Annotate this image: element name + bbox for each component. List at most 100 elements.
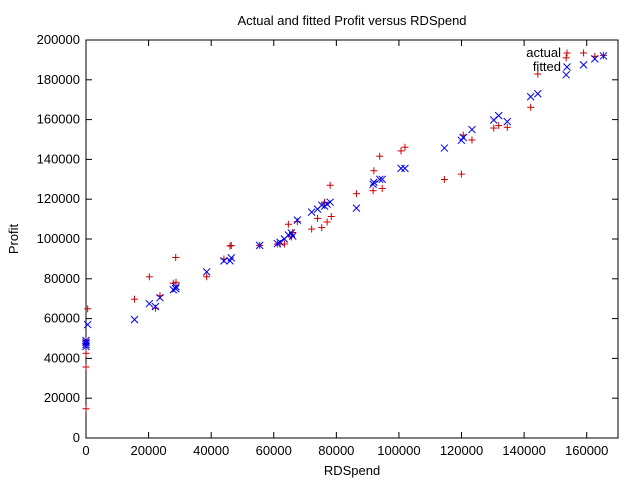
point-fitted bbox=[526, 92, 535, 101]
point-fitted bbox=[459, 133, 468, 142]
point-actual bbox=[84, 305, 92, 313]
point-fitted bbox=[220, 257, 228, 265]
y-tick-label: 160000 bbox=[37, 112, 80, 127]
point-fitted bbox=[255, 241, 264, 250]
y-tick-label: 120000 bbox=[37, 191, 80, 206]
point-actual bbox=[82, 405, 90, 413]
point-actual bbox=[378, 185, 386, 193]
y-axis-label: Profit bbox=[6, 223, 21, 254]
point-actual bbox=[495, 122, 503, 130]
point-fitted bbox=[293, 216, 302, 224]
x-tick-label: 120000 bbox=[440, 443, 483, 458]
point-actual bbox=[326, 181, 334, 189]
x-tick-label: 160000 bbox=[565, 443, 608, 458]
point-fitted bbox=[288, 232, 297, 240]
y-tick-label: 60000 bbox=[44, 311, 80, 326]
point-fitted bbox=[156, 293, 164, 302]
point-fitted bbox=[468, 125, 476, 134]
point-actual bbox=[323, 218, 331, 226]
point-fitted bbox=[83, 320, 92, 329]
point-fitted bbox=[397, 164, 405, 173]
y-tick-label: 80000 bbox=[44, 271, 80, 286]
y-tick-label: 140000 bbox=[37, 151, 80, 166]
point-fitted bbox=[562, 70, 571, 79]
point-actual bbox=[145, 273, 153, 281]
point-fitted bbox=[533, 89, 542, 98]
x-tick-label: 40000 bbox=[193, 443, 229, 458]
point-fitted bbox=[172, 282, 180, 291]
point-actual bbox=[352, 190, 360, 198]
x-tick-label: 0 bbox=[82, 443, 89, 458]
point-fitted bbox=[326, 198, 334, 207]
point-fitted bbox=[440, 144, 449, 152]
legend-marker-fitted bbox=[563, 63, 571, 71]
y-tick-label: 100000 bbox=[37, 231, 80, 246]
x-axis-ticks: 0 20000 40000 60000 80000 100000 120000 140000 1… bbox=[82, 40, 608, 458]
point-actual bbox=[151, 304, 159, 312]
y-tick-label: 40000 bbox=[44, 350, 80, 365]
point-fitted bbox=[352, 204, 361, 213]
point-actual bbox=[370, 167, 378, 175]
point-fitted bbox=[378, 175, 387, 184]
point-actual bbox=[284, 220, 292, 228]
point-actual bbox=[562, 54, 570, 62]
point-actual bbox=[534, 70, 542, 78]
point-actual bbox=[369, 187, 377, 195]
x-tick-label: 60000 bbox=[256, 443, 292, 458]
point-actual bbox=[397, 147, 405, 155]
point-actual bbox=[401, 143, 409, 151]
x-tick-label: 80000 bbox=[318, 443, 354, 458]
point-fitted bbox=[82, 338, 90, 347]
point-actual bbox=[82, 363, 90, 371]
point-actual bbox=[203, 273, 211, 281]
point-fitted bbox=[227, 254, 236, 262]
legend-label-actual: actual bbox=[526, 45, 561, 60]
x-tick-label: 20000 bbox=[131, 443, 167, 458]
x-tick-label: 100000 bbox=[377, 443, 420, 458]
point-fitted bbox=[276, 238, 284, 247]
point-actual bbox=[227, 242, 235, 250]
chart-title: Actual and fitted Profit versus RDSpend bbox=[237, 13, 466, 28]
point-fitted bbox=[145, 299, 154, 308]
point-fitted bbox=[130, 315, 139, 324]
point-actual bbox=[314, 214, 322, 222]
y-axis-ticks: 0 20000 40000 60000 80000 100000 120000 140000 1… bbox=[37, 32, 618, 445]
point-actual bbox=[172, 278, 180, 286]
point-actual bbox=[293, 218, 301, 226]
point-fitted bbox=[171, 284, 180, 293]
point-fitted bbox=[503, 117, 512, 126]
point-fitted bbox=[307, 208, 316, 216]
point-actual bbox=[468, 136, 476, 144]
point-fitted bbox=[590, 55, 599, 63]
point-actual bbox=[318, 224, 326, 232]
legend: actual fitted bbox=[526, 45, 571, 74]
x-axis-label: RDSpend bbox=[324, 463, 380, 478]
point-actual bbox=[440, 175, 448, 183]
point-fitted bbox=[151, 302, 160, 311]
point-actual bbox=[376, 152, 384, 160]
y-tick-label: 0 bbox=[73, 430, 80, 445]
legend-label-fitted: fitted bbox=[533, 59, 561, 74]
point-actual bbox=[527, 103, 535, 111]
point-fitted bbox=[202, 267, 211, 276]
point-actual bbox=[131, 295, 139, 303]
point-fitted bbox=[369, 180, 377, 189]
point-fitted bbox=[375, 175, 384, 184]
point-actual bbox=[580, 49, 588, 57]
y-tick-label: 200000 bbox=[37, 32, 80, 47]
point-fitted bbox=[494, 111, 503, 120]
point-actual bbox=[457, 170, 465, 178]
point-actual bbox=[308, 225, 316, 233]
point-actual bbox=[503, 123, 511, 131]
point-actual bbox=[327, 212, 335, 220]
y-tick-label: 180000 bbox=[37, 72, 80, 87]
point-fitted bbox=[599, 52, 608, 60]
x-tick-label: 140000 bbox=[502, 443, 545, 458]
point-actual bbox=[172, 253, 180, 261]
plot-frame bbox=[85, 39, 619, 439]
point-actual bbox=[82, 349, 90, 357]
y-tick-label: 20000 bbox=[44, 390, 80, 405]
legend-marker-actual bbox=[563, 49, 571, 57]
point-fitted bbox=[579, 61, 588, 69]
